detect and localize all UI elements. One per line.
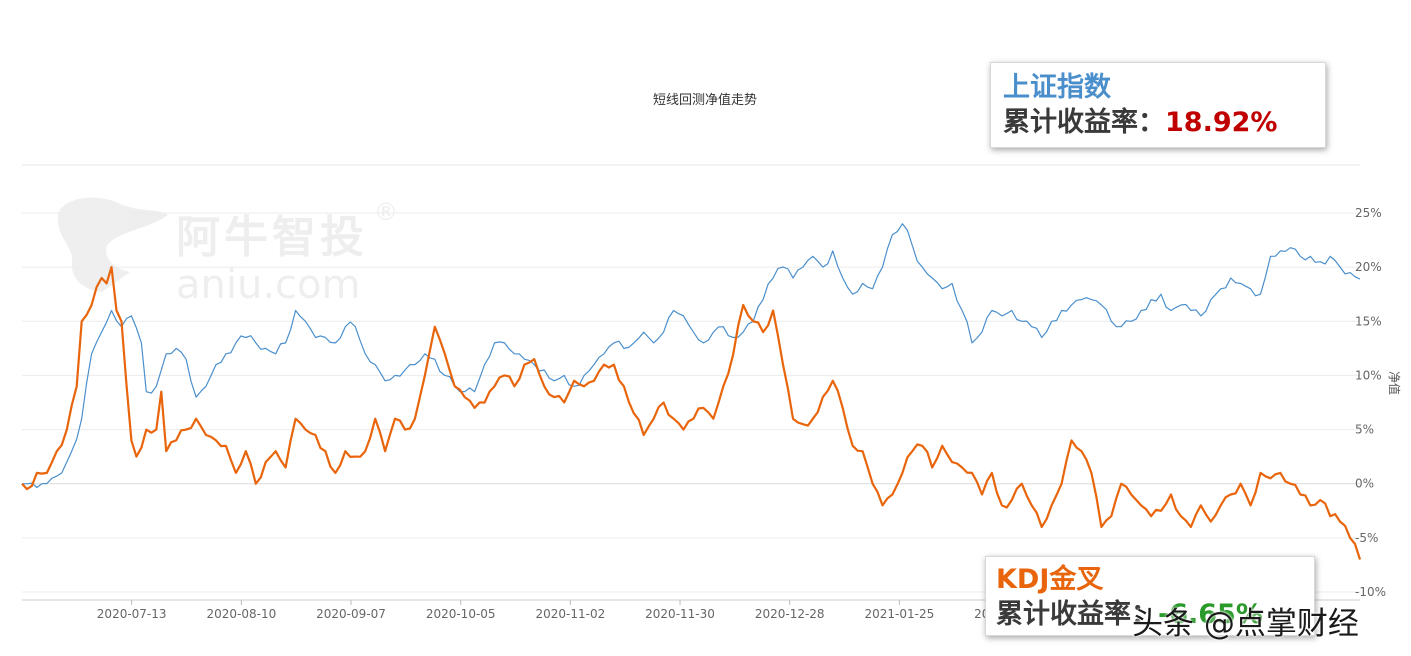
x-tick-label: 2020-11-02: [535, 607, 605, 621]
watermark-brand-cn: 阿牛智投: [176, 212, 368, 263]
y-axis-label: 净值: [1387, 371, 1402, 395]
watermark-brand-en: aniu.com: [176, 262, 360, 308]
x-tick-label: 2020-11-30: [645, 607, 715, 621]
annotation-shanghai-title: 上证指数: [1003, 72, 1111, 103]
x-tick-label: 2020-07-13: [97, 607, 167, 621]
y-tick-label: 25%: [1355, 206, 1382, 220]
x-tick-label: 2020-10-05: [426, 607, 496, 621]
chart-title: 短线回测净值走势: [653, 92, 757, 108]
x-tick-label: 2020-08-10: [206, 607, 276, 621]
annotation-shanghai-value: 18.92%: [1165, 107, 1278, 138]
annotation-shanghai-return: 累计收益率：18.92%: [1003, 105, 1325, 141]
aniu-logo-icon: [57, 197, 168, 292]
series-group: [21, 223, 1362, 560]
y-tick-label: 15%: [1355, 314, 1382, 328]
series-line-kdj: [21, 266, 1362, 560]
y-tick-label: -5%: [1355, 531, 1378, 545]
x-tick-label: 2021-01-25: [865, 607, 935, 621]
x-tick-label: 2020-09-07: [316, 607, 386, 621]
annotation-shanghai-label: 累计收益率：: [1003, 107, 1165, 138]
y-tick-label: 10%: [1355, 368, 1382, 382]
annotation-kdj-value: -6.65%: [1158, 599, 1263, 630]
series-line-shanghai: [21, 223, 1361, 489]
grid-lines: [22, 164, 1360, 593]
annotation-shanghai-index: 上证指数 累计收益率：18.92%: [990, 62, 1326, 148]
watermark-registered: ®: [374, 198, 398, 226]
aniu-watermark: 阿牛智投 ® aniu.com: [57, 197, 398, 308]
y-tick-label: 20%: [1355, 260, 1382, 274]
annotation-kdj: KDJ金叉 累计收益率：-6.65%: [985, 556, 1315, 636]
y-axis: 25% 20% 15% 10% 5% 0% -5% -10%: [1355, 206, 1386, 599]
annotation-kdj-title: KDJ金叉: [996, 564, 1104, 595]
y-tick-label: -10%: [1355, 585, 1386, 599]
y-tick-label: 0%: [1355, 477, 1374, 491]
y-tick-label: 5%: [1355, 423, 1374, 437]
annotation-kdj-return: 累计收益率：-6.65%: [996, 597, 1314, 633]
x-tick-label: 2020-12-28: [755, 607, 825, 621]
footer-watermark: 头条 @点掌财经: [1132, 606, 1359, 642]
annotation-kdj-label: 累计收益率：: [996, 599, 1158, 630]
